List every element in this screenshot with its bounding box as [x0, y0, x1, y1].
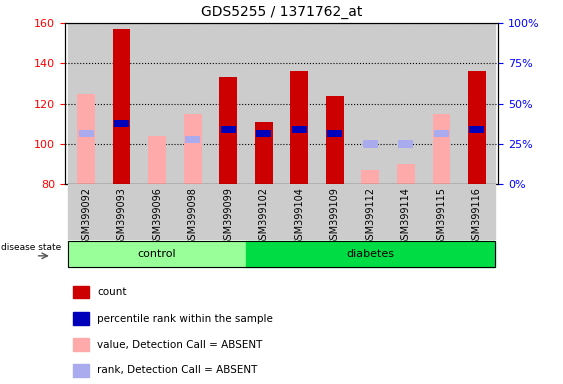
Bar	[246, 23, 282, 184]
Text: GSM399114: GSM399114	[401, 187, 411, 246]
Text: GSM399115: GSM399115	[436, 187, 446, 246]
Text: disease state: disease state	[1, 243, 61, 252]
Bar	[470, 126, 485, 133]
Bar	[148, 136, 166, 184]
Bar	[211, 184, 246, 240]
Bar	[68, 242, 246, 267]
Bar	[388, 23, 423, 184]
Bar	[68, 184, 104, 240]
Bar	[326, 96, 343, 184]
Text: count: count	[97, 287, 127, 297]
Bar	[77, 94, 95, 184]
Bar	[317, 23, 352, 184]
Bar	[140, 23, 175, 184]
Bar	[459, 184, 495, 240]
Bar	[175, 184, 211, 240]
Bar	[459, 23, 495, 184]
Bar	[432, 114, 450, 184]
Bar	[73, 313, 88, 325]
Text: diabetes: diabetes	[346, 249, 394, 259]
Bar	[459, 184, 495, 240]
Bar	[114, 120, 129, 127]
Bar	[221, 126, 236, 133]
Text: GSM399092: GSM399092	[81, 187, 91, 246]
Bar	[352, 23, 388, 184]
Text: GSM399112: GSM399112	[365, 187, 376, 246]
Bar	[282, 184, 317, 240]
Bar	[104, 184, 140, 240]
Text: value, Detection Call = ABSENT: value, Detection Call = ABSENT	[97, 340, 262, 350]
Bar	[255, 122, 272, 184]
Text: GSM399093: GSM399093	[117, 187, 127, 246]
Title: GDS5255 / 1371762_at: GDS5255 / 1371762_at	[201, 5, 362, 19]
Bar	[73, 286, 88, 298]
Bar	[256, 131, 271, 137]
Text: GSM399104: GSM399104	[294, 187, 304, 246]
Bar	[78, 131, 93, 137]
Bar	[292, 126, 307, 133]
Bar	[175, 184, 211, 240]
Text: GSM399096: GSM399096	[152, 187, 162, 246]
Text: control: control	[138, 249, 176, 259]
Bar	[220, 78, 237, 184]
Bar	[317, 184, 352, 240]
Bar	[468, 71, 486, 184]
Bar	[104, 23, 140, 184]
Bar	[246, 184, 282, 240]
Bar	[423, 184, 459, 240]
Text: percentile rank within the sample: percentile rank within the sample	[97, 314, 273, 324]
Text: GSM399109: GSM399109	[330, 187, 340, 246]
Bar	[184, 114, 202, 184]
Bar	[398, 141, 413, 147]
Bar	[140, 184, 175, 240]
Bar	[282, 184, 317, 240]
Bar	[352, 184, 388, 240]
Bar	[282, 23, 317, 184]
Bar	[352, 184, 388, 240]
Bar	[211, 23, 246, 184]
Bar	[423, 184, 459, 240]
Bar	[291, 71, 308, 184]
Bar	[434, 131, 449, 137]
Text: GSM399099: GSM399099	[223, 187, 233, 246]
Bar	[388, 184, 423, 240]
Bar	[68, 184, 104, 240]
Text: rank, Detection Call = ABSENT: rank, Detection Call = ABSENT	[97, 366, 258, 376]
Bar	[361, 170, 379, 184]
Bar	[327, 131, 342, 137]
Bar	[113, 29, 131, 184]
Bar	[175, 23, 211, 184]
Bar	[388, 184, 423, 240]
Text: GSM399116: GSM399116	[472, 187, 482, 246]
Bar	[246, 242, 495, 267]
Bar	[73, 338, 88, 351]
Bar	[470, 126, 485, 133]
Bar	[185, 136, 200, 144]
Bar	[73, 364, 88, 377]
Bar	[68, 23, 104, 184]
Bar	[363, 141, 378, 147]
Bar	[246, 184, 282, 240]
Bar	[397, 164, 415, 184]
Bar	[423, 23, 459, 184]
Bar	[140, 184, 175, 240]
Bar	[317, 184, 352, 240]
Text: GSM399098: GSM399098	[187, 187, 198, 246]
Text: GSM399102: GSM399102	[259, 187, 269, 246]
Bar	[104, 184, 140, 240]
Bar	[211, 184, 246, 240]
